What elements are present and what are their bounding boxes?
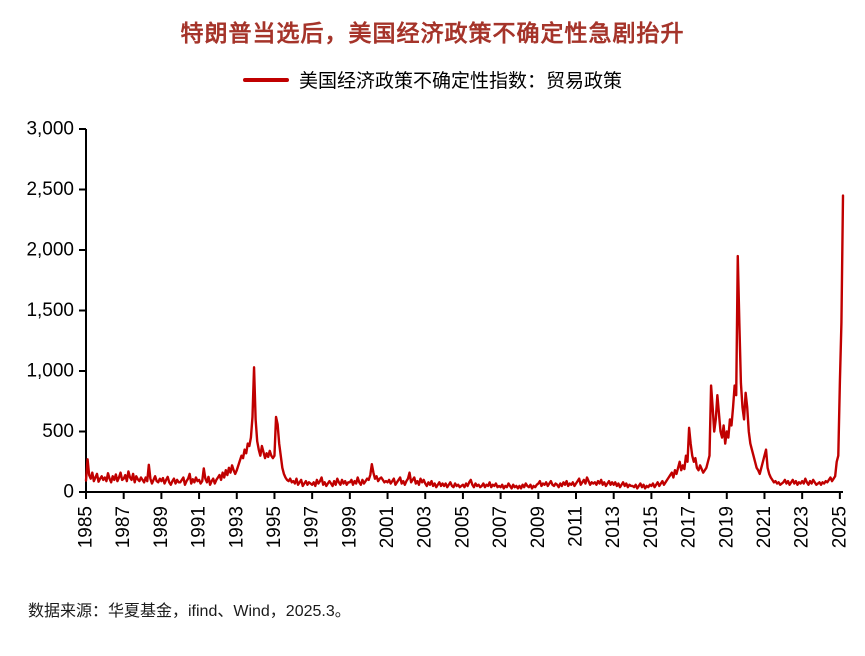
x-tick-label: 1995 bbox=[264, 506, 285, 548]
x-tick-label: 1989 bbox=[151, 506, 172, 548]
x-tick-label: 1991 bbox=[189, 506, 210, 548]
x-tick-label: 2021 bbox=[754, 506, 775, 548]
x-tick-label: 2001 bbox=[377, 506, 398, 548]
x-tick-label: 2019 bbox=[716, 506, 737, 548]
x-tick-label: 2023 bbox=[792, 506, 813, 548]
x-tick-label: 1985 bbox=[76, 506, 97, 548]
page-title: 特朗普当选后，美国经济政策不确定性急剧抬升 bbox=[180, 20, 685, 46]
x-tick-label: 2003 bbox=[415, 506, 436, 548]
x-tick-label: 1997 bbox=[302, 506, 323, 548]
y-tick-label: 0 bbox=[63, 482, 74, 503]
y-tick-label: 3,000 bbox=[26, 119, 74, 140]
x-tick-label: 2025 bbox=[829, 506, 850, 548]
y-tick-label: 2,500 bbox=[26, 179, 74, 200]
x-axis: 1985 1987 1989 1991 1993 1995 1997 1999 2001 2003… bbox=[76, 492, 850, 548]
y-tick-label: 1,500 bbox=[26, 300, 74, 321]
x-tick-label: 1987 bbox=[113, 506, 134, 548]
legend-label: 美国经济政策不确定性指数：贸易政策 bbox=[298, 71, 622, 92]
x-tick-label: 2011 bbox=[566, 506, 587, 547]
legend: 美国经济政策不确定性指数：贸易政策 bbox=[0, 66, 865, 93]
series-line bbox=[84, 194, 845, 490]
x-tick-label: 1999 bbox=[339, 506, 360, 548]
source-note: 数据来源：华夏基金，ifind、Wind，2025.3。 bbox=[28, 603, 351, 620]
y-tick-label: 1,000 bbox=[26, 361, 74, 382]
x-tick-label: 2009 bbox=[528, 506, 549, 548]
y-axis: 0 500 1,000 1,500 2,000 2,500 3,000 bbox=[26, 119, 86, 503]
x-tick-label: 2013 bbox=[603, 506, 624, 548]
x-tick-label: 2007 bbox=[490, 506, 511, 548]
x-tick-label: 1993 bbox=[226, 506, 247, 548]
x-tick-label: 2017 bbox=[679, 506, 700, 548]
x-tick-label: 2015 bbox=[641, 506, 662, 548]
y-tick-label: 500 bbox=[42, 421, 74, 442]
legend-line-swatch-icon bbox=[242, 77, 289, 82]
x-tick-label: 2005 bbox=[452, 506, 473, 548]
y-tick-label: 2,000 bbox=[26, 240, 74, 261]
